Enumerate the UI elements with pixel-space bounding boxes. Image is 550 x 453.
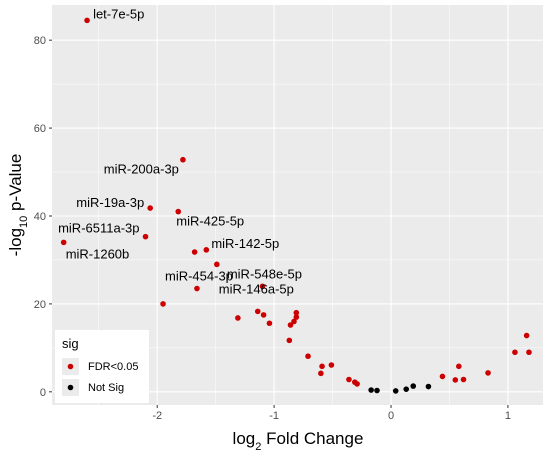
- sig-point-5: [60, 239, 67, 246]
- sig-point-34: [523, 332, 530, 339]
- x-axis-ticks: -2 -1 0 1: [152, 405, 511, 422]
- point-label-let-7e-5p: let-7e-5p: [93, 6, 144, 21]
- point-label-miR-19a-3p: miR-19a-3p: [76, 195, 144, 210]
- notsig-point-3: [403, 386, 410, 392]
- point-label-miR-548e-5p: miR-548e-5p: [227, 266, 302, 281]
- legend-key-fdr-dot: [67, 363, 74, 370]
- sig-point-21: [305, 353, 311, 360]
- x-axis-title: log2 Fold Change: [233, 429, 364, 453]
- y-axis-title-main: -log: [6, 228, 25, 256]
- point-label-miR-1260b: miR-1260b: [66, 246, 130, 261]
- y-axis-title-rest: p-Value: [6, 154, 25, 216]
- y-axis-title-sub: 10: [18, 216, 30, 228]
- x-tick-label-2: 0: [388, 410, 394, 422]
- legend-key-notsig-dot: [67, 384, 74, 391]
- y-tick-label-2: 40: [34, 211, 46, 223]
- notsig-point-1: [374, 387, 380, 394]
- x-axis-title-rest: Fold Change: [261, 429, 363, 448]
- x-tick-label-3: 1: [505, 410, 511, 422]
- x-tick-label-0: -2: [152, 410, 162, 422]
- y-axis-title: -log10 p-Value: [6, 154, 30, 257]
- y-tick-label-0: 0: [40, 387, 46, 399]
- sig-point-13: [254, 308, 261, 315]
- sig-point-16: [293, 309, 300, 316]
- sig-point-11: [160, 301, 166, 307]
- notsig-point-0: [368, 387, 374, 393]
- sig-point-32: [485, 370, 491, 376]
- legend-label-notsig: Not Sig: [88, 382, 124, 394]
- sig-point-9: [194, 285, 200, 292]
- point-labels: let-7e-5p miR-200a-3p miR-19a-3p miR-425-5p…: [58, 6, 302, 296]
- notsig-point-4: [410, 383, 417, 389]
- sig-point-31: [460, 376, 467, 383]
- sig-point-30: [456, 363, 462, 370]
- sig-point-4: [142, 233, 149, 240]
- sig-point-17: [293, 314, 300, 320]
- grid-lines: [52, 5, 543, 405]
- notsig-point-5: [425, 383, 432, 390]
- sig-point-15: [266, 320, 273, 327]
- sig-point-24: [328, 362, 335, 368]
- sig-point-18: [291, 318, 297, 325]
- y-tick-label-1: 20: [34, 299, 46, 311]
- legend: sig FDR<0.05 Not Sig: [55, 330, 149, 403]
- sig-point-1: [180, 156, 186, 163]
- sig-point-14: [260, 312, 267, 318]
- sig-point-28: [439, 373, 446, 380]
- y-tick-label-4: 80: [34, 35, 46, 47]
- sig-point-2: [147, 205, 153, 211]
- notsig-point-2: [392, 388, 399, 394]
- y-axis-ticks: 0 20 40 60 80: [34, 35, 52, 399]
- sig-point-33: [512, 349, 518, 356]
- sig-point-7: [191, 249, 198, 255]
- sig-point-27: [354, 381, 360, 387]
- sig-point-35: [526, 349, 532, 356]
- sig-point-20: [286, 337, 293, 344]
- point-label-miR-146a-5p: miR-146a-5p: [219, 282, 294, 297]
- point-label-miR-142-5p: miR-142-5p: [211, 236, 279, 251]
- sig-point-22: [319, 363, 325, 370]
- sig-point-0: [84, 17, 90, 24]
- legend-title: sig: [62, 336, 79, 351]
- sig-point-29: [452, 377, 459, 383]
- sig-point-6: [203, 247, 210, 253]
- x-tick-label-1: -1: [269, 410, 279, 422]
- sig-point-3: [175, 208, 182, 215]
- data-points: [60, 17, 532, 394]
- x-axis-title-main: log: [233, 429, 256, 448]
- sig-point-23: [318, 370, 324, 377]
- point-label-miR-454-3p: miR-454-3p: [165, 269, 233, 284]
- y-tick-label-3: 60: [34, 123, 46, 135]
- point-label-miR-6511a-3p: miR-6511a-3p: [58, 221, 139, 236]
- point-label-miR-200a-3p: miR-200a-3p: [104, 162, 179, 177]
- sig-point-19: [287, 322, 294, 328]
- point-label-miR-425-5p: miR-425-5p: [176, 214, 244, 229]
- x-axis-title-sub: 2: [255, 441, 261, 453]
- sig-point-10: [259, 283, 266, 290]
- sig-point-25: [346, 376, 352, 383]
- sig-point-12: [235, 315, 241, 321]
- sig-point-8: [214, 261, 220, 268]
- legend-label-fdr: FDR<0.05: [88, 361, 138, 373]
